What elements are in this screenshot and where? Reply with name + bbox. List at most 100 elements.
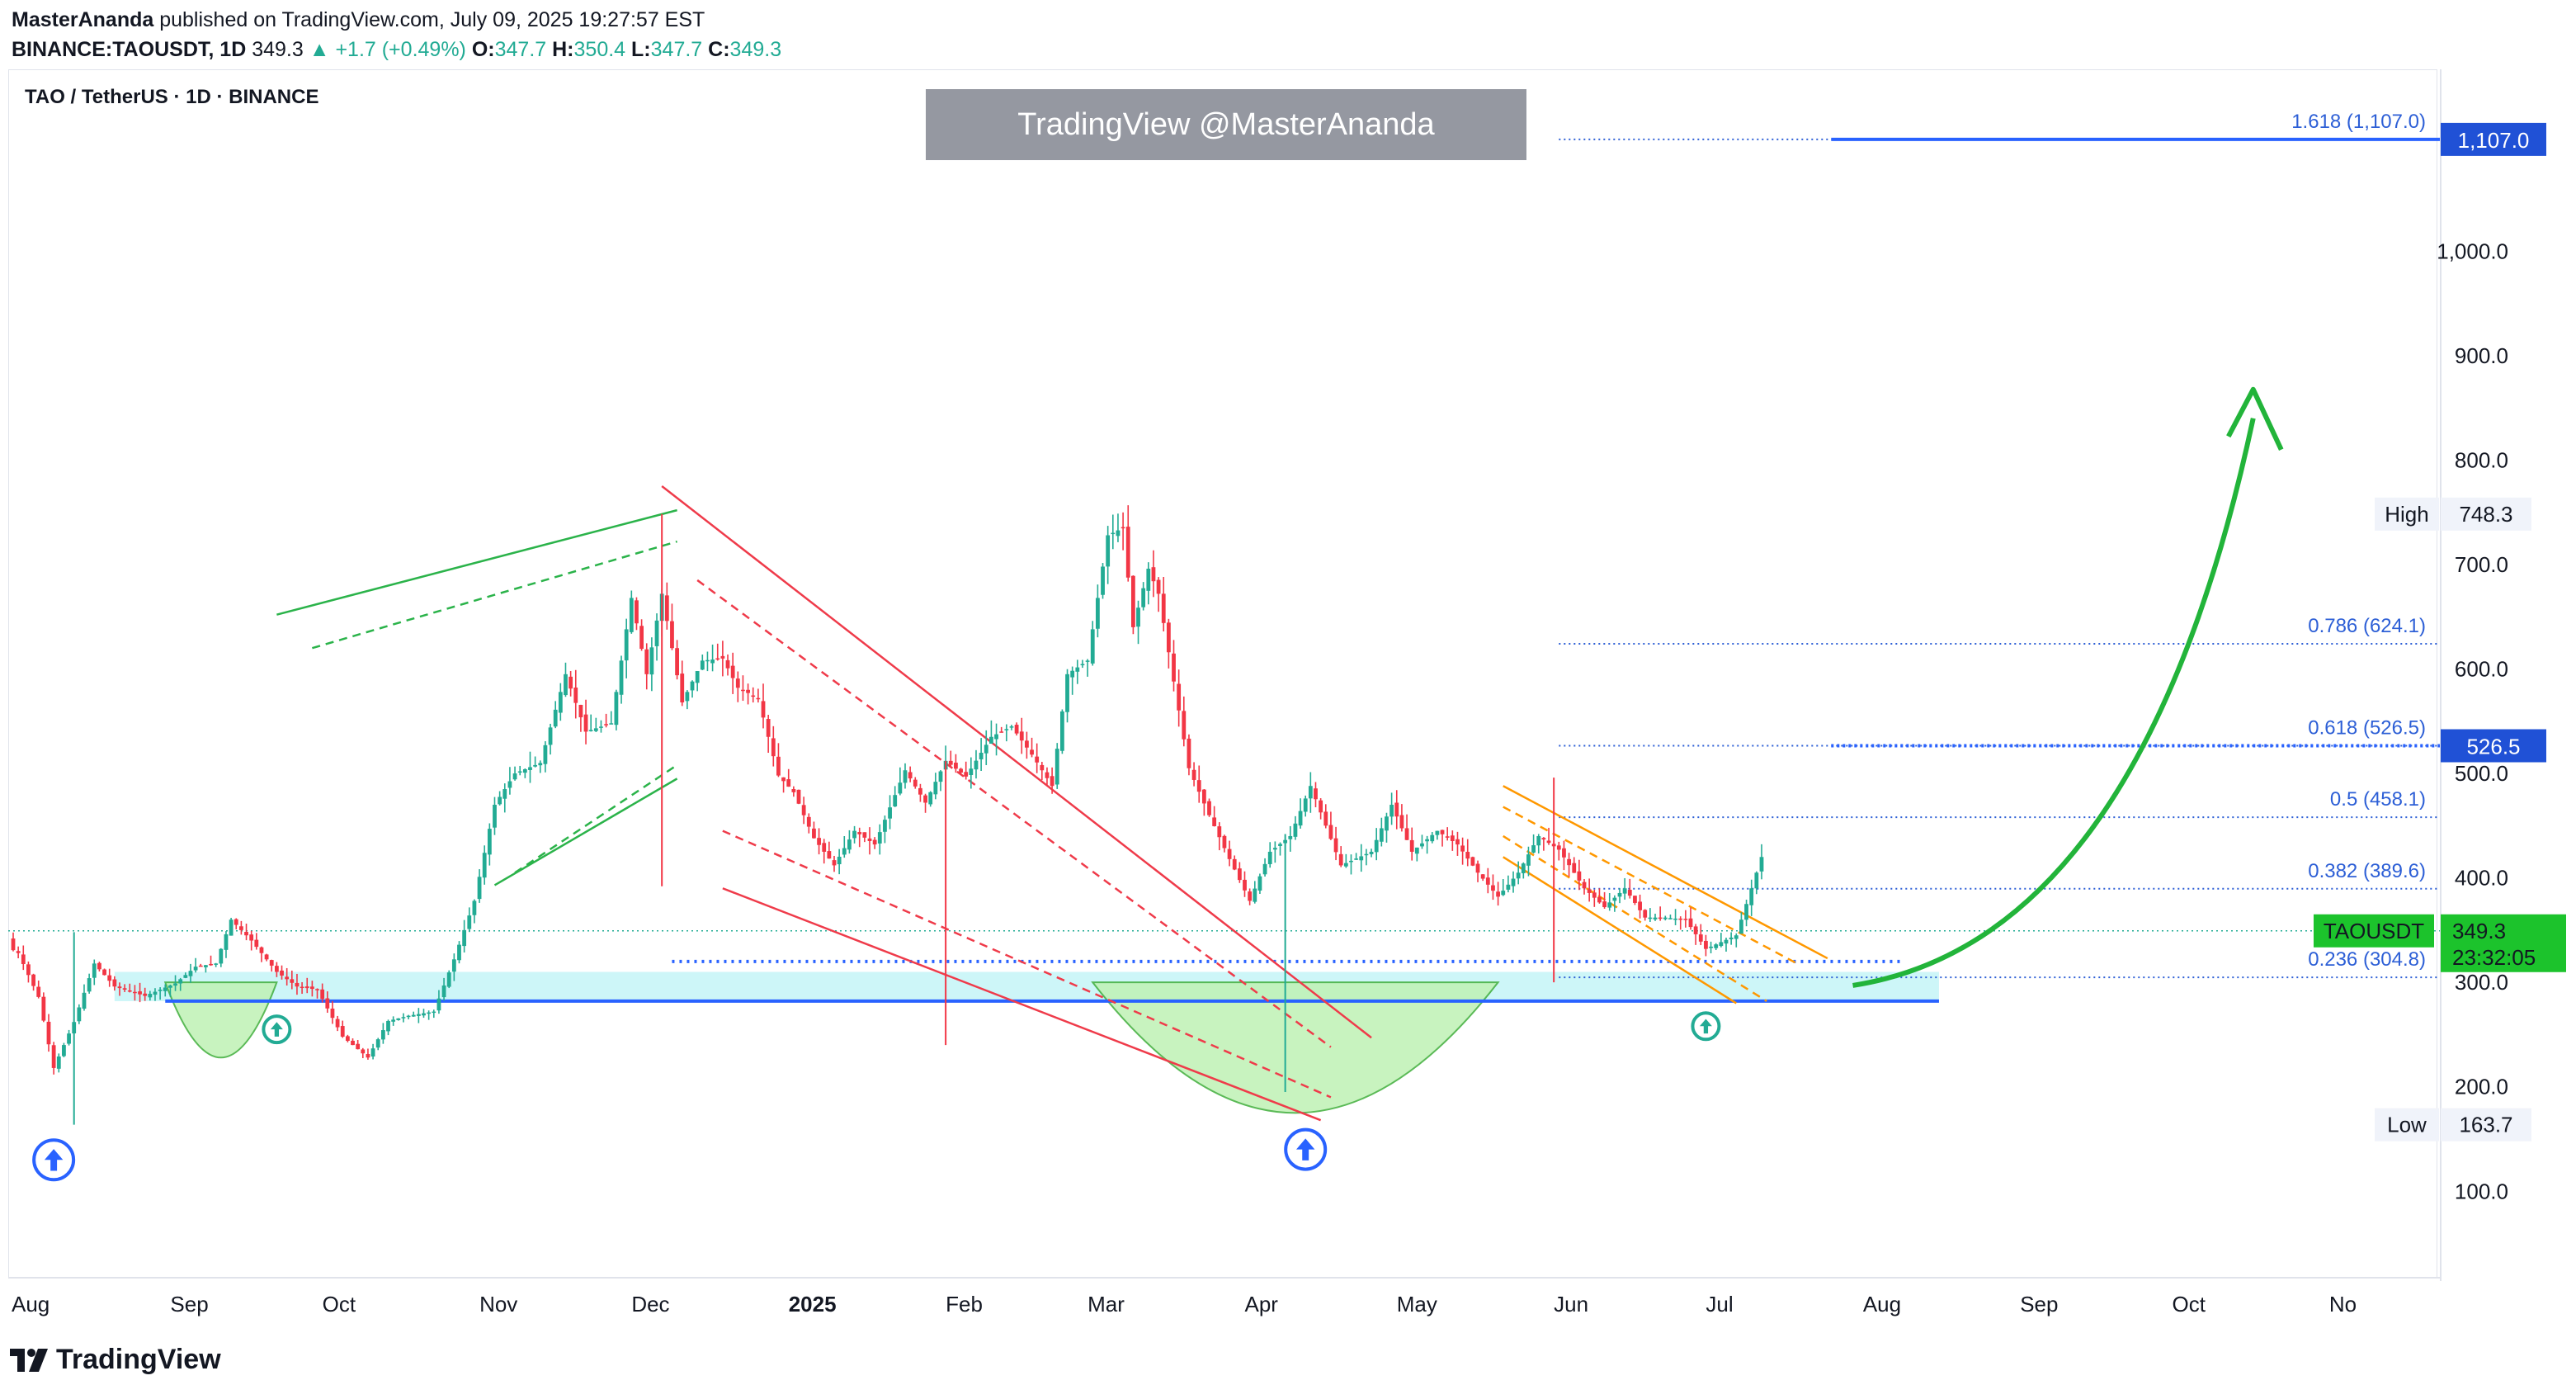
candle-body	[244, 932, 248, 936]
candle-body	[593, 728, 598, 731]
candle-body	[1744, 904, 1748, 920]
high-value-box	[2441, 497, 2531, 531]
publish-info: published on TradingView.com, July 09, 2…	[159, 8, 705, 31]
candle-body	[432, 1011, 436, 1014]
candle-body	[624, 629, 629, 661]
candle-body	[1531, 845, 1536, 853]
candle-body	[345, 1036, 350, 1042]
candle-body	[467, 915, 472, 929]
candle-body	[356, 1043, 361, 1050]
publish-line: MasterAnanda published on TradingView.co…	[12, 5, 781, 35]
candle-body	[1090, 629, 1095, 664]
candle-body	[411, 1014, 416, 1017]
candle-body	[564, 674, 568, 696]
candle-body	[700, 660, 705, 670]
candle-body	[999, 731, 1004, 733]
candle-body	[477, 877, 482, 900]
candle-body	[361, 1049, 366, 1054]
candle-body	[649, 647, 654, 675]
candle-body	[1121, 527, 1125, 529]
footer-brand[interactable]: TradingView	[10, 1344, 221, 1376]
candle-body	[1440, 830, 1445, 834]
candle-body	[1450, 835, 1455, 841]
candle-body	[249, 934, 254, 941]
candle-body	[1267, 851, 1272, 864]
candle-body	[817, 838, 821, 845]
candle-body	[1201, 789, 1206, 804]
trendline-red-6	[696, 579, 1332, 1048]
candle-body	[401, 1017, 406, 1019]
candle-body	[285, 976, 290, 980]
low-value-box	[2441, 1108, 2531, 1142]
candle-body	[979, 752, 984, 759]
candle-body	[462, 929, 467, 947]
candle-body	[304, 986, 309, 989]
candle-body	[330, 1008, 335, 1019]
plot-area: 1.618 (1,107.0) 0.786 (624.1) 0.618 (526.5…	[8, 111, 2441, 1182]
candle-body	[1496, 891, 1501, 897]
candle-body	[1004, 729, 1009, 730]
candle-body	[1319, 800, 1323, 813]
candle-body	[36, 986, 41, 997]
trendline-green-2	[312, 540, 677, 650]
candle-body	[847, 839, 852, 850]
candle-body	[639, 626, 644, 650]
candle-body	[1480, 874, 1485, 879]
candle-body	[1759, 857, 1764, 872]
candle-body	[604, 724, 609, 726]
candle-body	[629, 598, 634, 632]
candle-body	[994, 734, 998, 740]
candle-body	[1303, 798, 1308, 812]
candle-body	[1404, 828, 1409, 840]
candle-body	[1485, 877, 1490, 885]
candle-body	[502, 789, 507, 799]
candle-body	[133, 991, 137, 994]
candle-body	[193, 967, 198, 971]
candle-body	[366, 1053, 370, 1058]
fib-level-label-1: 1.618 (1,107.0)	[2291, 111, 2426, 133]
candle-body	[1627, 890, 1632, 896]
candle-body	[1080, 664, 1085, 665]
candle-body	[451, 959, 456, 972]
candle-body	[1414, 847, 1419, 854]
candle-body	[761, 701, 766, 718]
footer-brand-label: TradingView	[56, 1344, 221, 1375]
candle-body	[964, 772, 969, 777]
candle-body	[872, 839, 877, 845]
candle-body	[1019, 731, 1024, 741]
candle-body	[1085, 660, 1090, 662]
author-name[interactable]: MasterAnanda	[12, 8, 154, 31]
candle-body	[229, 919, 234, 936]
candle-body	[87, 978, 92, 992]
trendline-red-8	[722, 887, 1322, 1122]
candle-body	[756, 697, 761, 700]
candle-body	[553, 709, 558, 727]
candle-body	[163, 987, 167, 991]
candle-body	[1323, 811, 1328, 826]
y-tick-label: 400.0	[2455, 866, 2508, 891]
candle-body	[325, 998, 330, 1009]
candle-body	[989, 736, 993, 744]
candle-body	[918, 787, 922, 795]
candle-body	[67, 1033, 71, 1044]
y-tick-label: 800.0	[2455, 447, 2508, 472]
candle-body	[1668, 918, 1673, 919]
trendline-orange-12	[1503, 856, 1737, 1004]
trendline-green-3	[493, 778, 678, 886]
fib-level-label-4: 0.5 (458.1)	[2330, 788, 2426, 811]
change-value: +1.7 (+0.49%)	[335, 38, 466, 61]
candle-body	[670, 621, 674, 649]
candle-body	[457, 944, 461, 961]
candle-body	[908, 772, 913, 779]
candle-body	[619, 660, 624, 695]
candle-body	[1556, 845, 1561, 850]
candle-body	[928, 792, 933, 805]
candle-body	[11, 938, 16, 951]
candle-body	[1501, 891, 1506, 896]
candle-body	[969, 768, 974, 776]
high-value: 748.3	[2459, 502, 2512, 527]
last-value: 349.3	[252, 38, 304, 61]
candle-body	[1409, 839, 1414, 852]
candle-body	[1333, 838, 1338, 853]
